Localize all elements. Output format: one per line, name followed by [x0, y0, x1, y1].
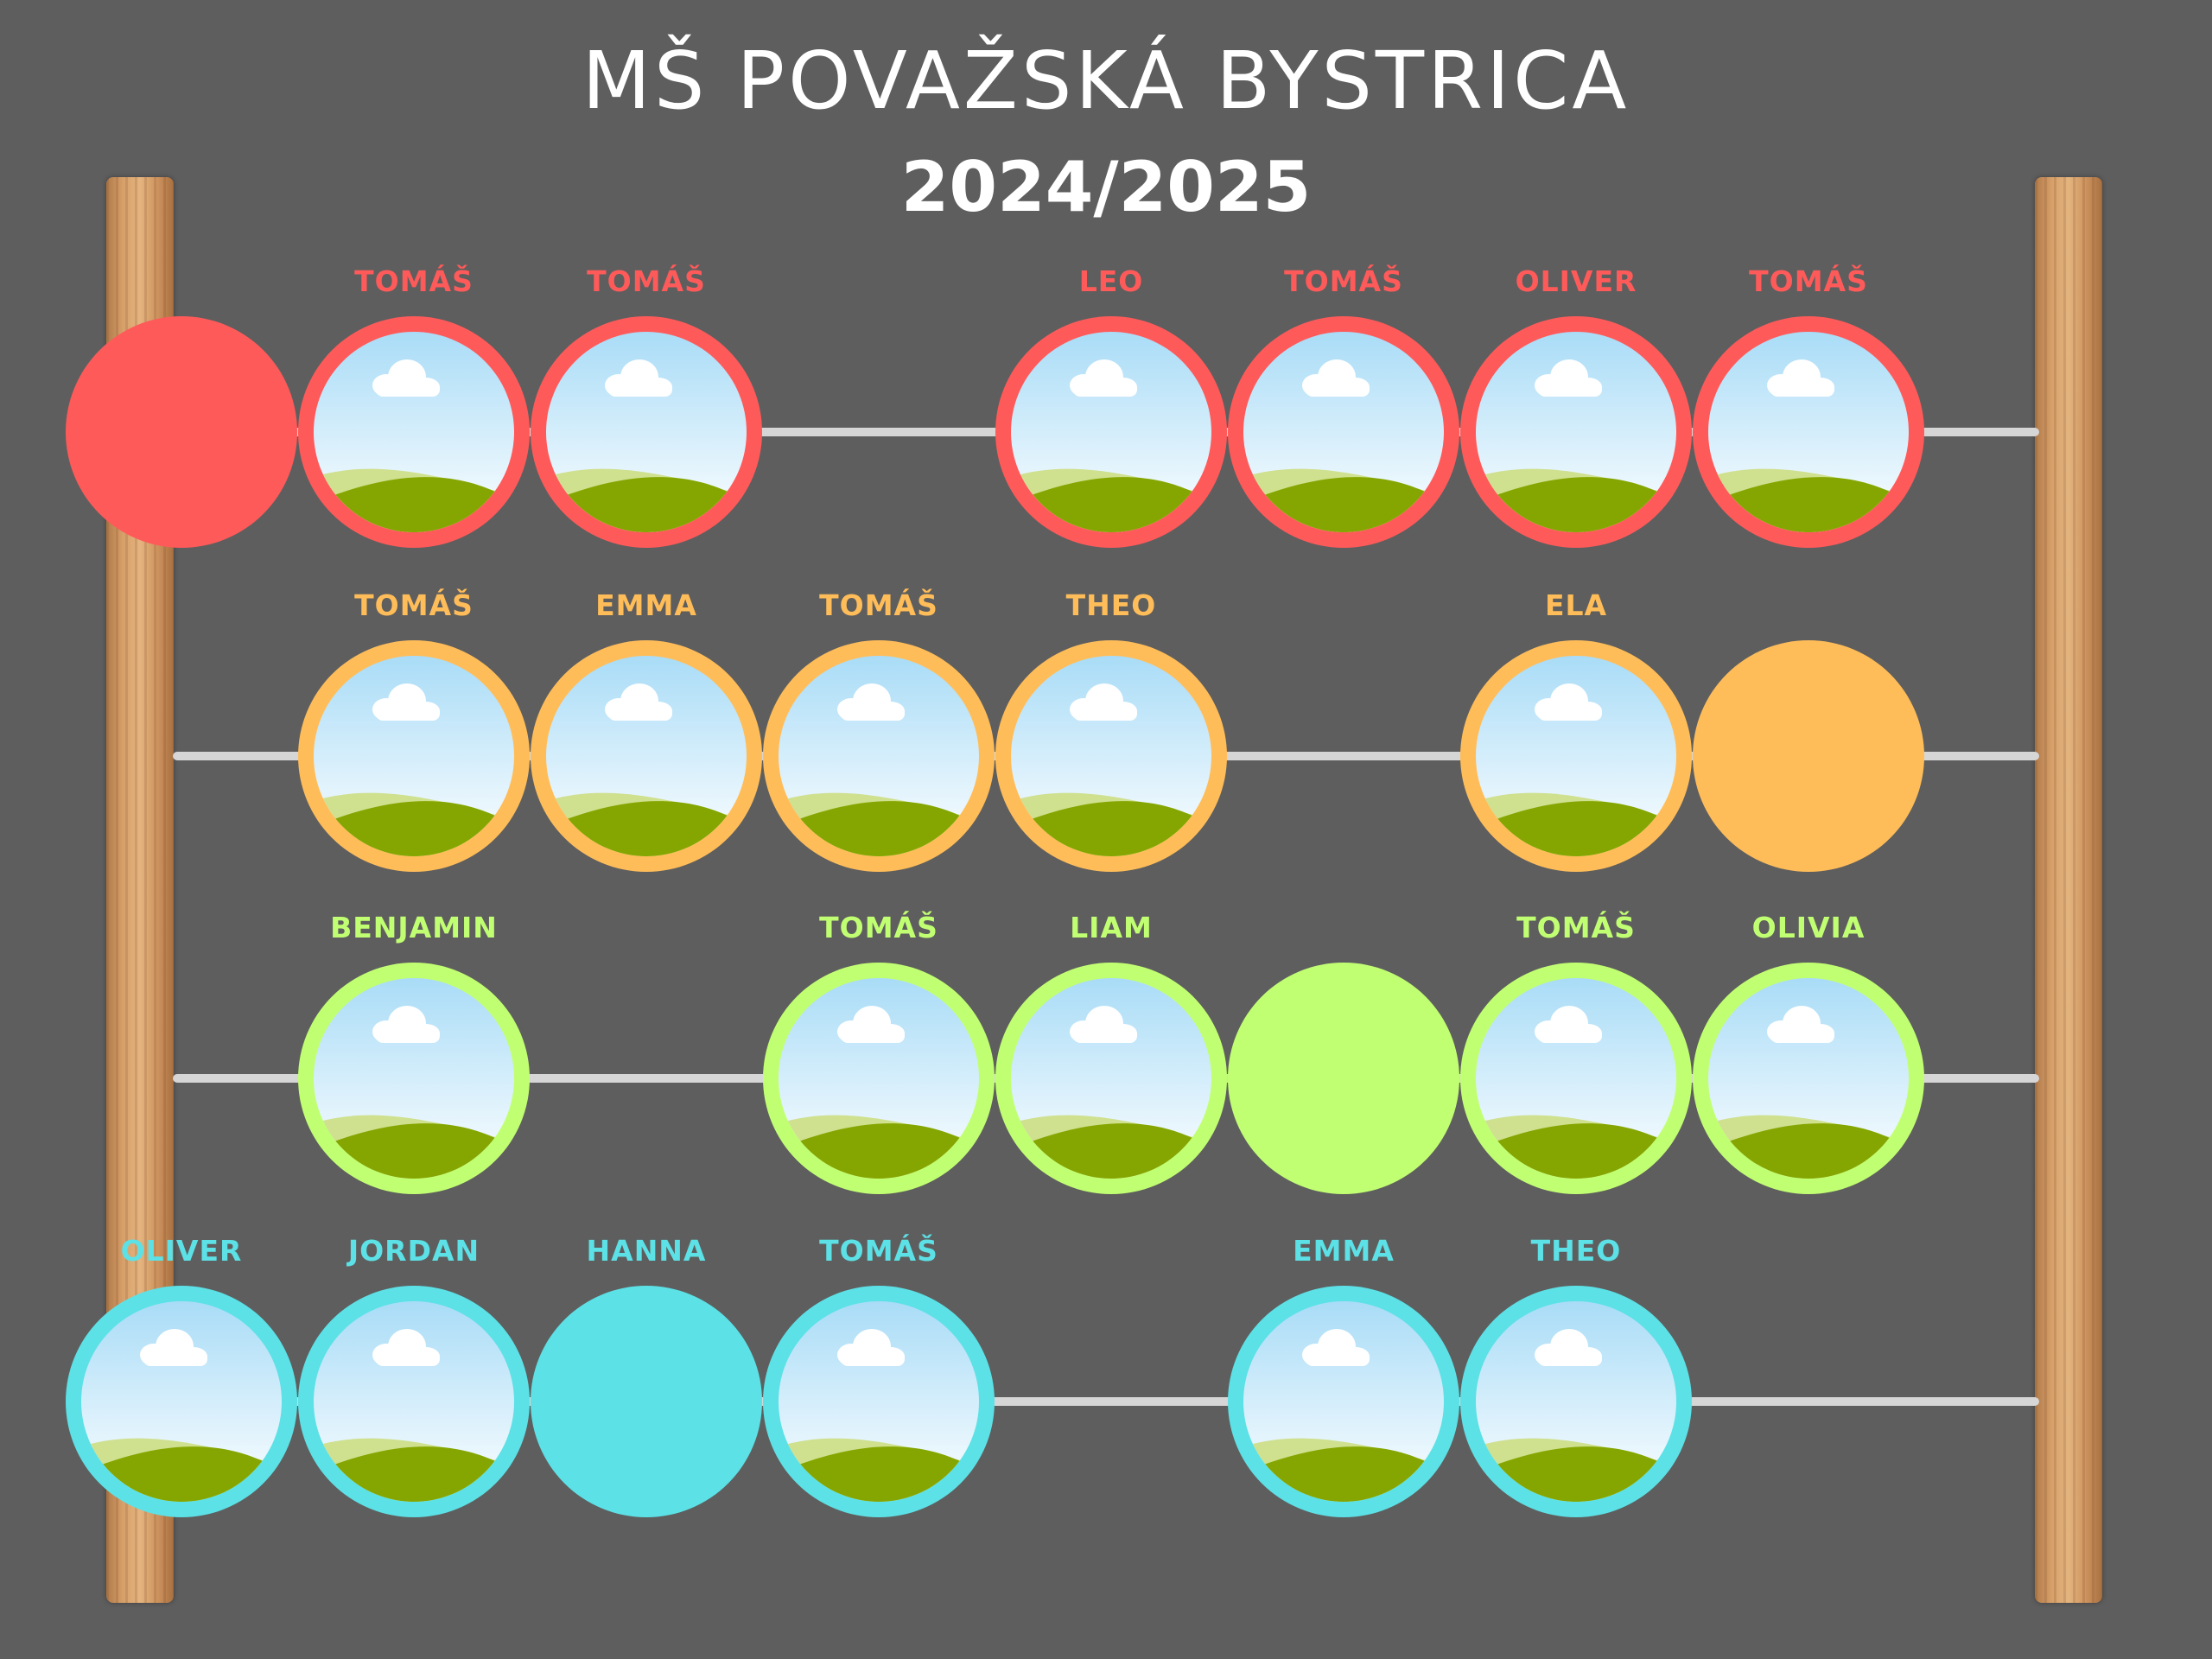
bead-photo [546, 332, 747, 532]
child-bead: TOMÁŠ [531, 264, 762, 548]
bead-photo [1011, 978, 1211, 1179]
landscape-photo-icon [81, 1301, 282, 1502]
landscape-photo-icon [546, 332, 747, 532]
right-wooden-post [2035, 177, 2102, 1603]
landscape-photo-icon [546, 656, 747, 856]
bead-name-label: JORDAN [347, 1234, 480, 1268]
child-bead: TOMÁŠ [763, 1234, 995, 1517]
bead-name-label: OLIVER [120, 1234, 243, 1268]
empty-bead: HANNA [531, 1234, 762, 1517]
bead-name-label: TOMÁŠ [819, 911, 938, 944]
bead-photo [314, 978, 514, 1179]
landscape-photo-icon [314, 656, 514, 856]
child-bead: TOMÁŠ [298, 588, 530, 872]
landscape-photo-icon [1243, 332, 1444, 532]
child-bead: THEO [995, 588, 1227, 872]
landscape-photo-icon [1011, 978, 1211, 1179]
child-bead: TOMÁŠ [763, 911, 995, 1194]
child-bead: TOMÁŠ [1693, 264, 1924, 548]
bead-name-label: EMMA [1293, 1234, 1395, 1268]
landscape-photo-icon [1243, 1301, 1444, 1502]
bead-name-label: THEO [1065, 588, 1157, 622]
bead-photo [81, 1301, 282, 1502]
child-bead: BENJAMIN [298, 911, 530, 1194]
landscape-photo-icon [779, 1301, 979, 1502]
child-bead: OLIVER [66, 1234, 297, 1517]
landscape-photo-icon [779, 978, 979, 1179]
bead-photo [1243, 332, 1444, 532]
landscape-photo-icon [1011, 656, 1211, 856]
bead-photo [1476, 978, 1676, 1179]
child-bead: TOMÁŠ [1228, 264, 1459, 548]
child-bead: TOMÁŠ [1460, 911, 1692, 1194]
landscape-photo-icon [1011, 332, 1211, 532]
child-bead: OLIVER [1460, 264, 1692, 548]
bead-photo [1708, 332, 1909, 532]
landscape-photo-icon [1476, 332, 1676, 532]
child-bead: TOMÁŠ [763, 588, 995, 872]
bead-photo [314, 332, 514, 532]
abacus-rail [173, 1397, 2039, 1406]
bead-name-label: TOMÁŠ [1284, 264, 1403, 298]
bead-name-label: TOMÁŠ [354, 264, 474, 298]
bead-name-label: OLIVIA [1751, 911, 1866, 944]
landscape-photo-icon [1708, 978, 1909, 1179]
bead-photo [1011, 332, 1211, 532]
bead-name-label: TOMÁŠ [354, 588, 474, 622]
bead-name-label: LIAM [1070, 911, 1153, 944]
landscape-photo-icon [314, 1301, 514, 1502]
child-bead: TOMÁŠ [298, 264, 530, 548]
bead-name-label: TOMÁŠ [1516, 911, 1636, 944]
bead-photo [1476, 656, 1676, 856]
empty-bead [1693, 640, 1924, 872]
landscape-photo-icon [1476, 1301, 1676, 1502]
child-bead: THEO [1460, 1234, 1692, 1517]
bead-name-label: TOMÁŠ [587, 264, 706, 298]
bead-photo [314, 656, 514, 856]
child-bead: EMMA [1228, 1234, 1459, 1517]
bead-photo [779, 978, 979, 1179]
child-bead: OLIVIA [1693, 911, 1924, 1194]
bead-name-label: BENJAMIN [330, 911, 498, 944]
child-bead: JORDAN [298, 1234, 530, 1517]
bead-name-label: THEO [1530, 1234, 1622, 1268]
bead-photo [314, 1301, 514, 1502]
landscape-photo-icon [1476, 656, 1676, 856]
bead-name-label: EMMA [595, 588, 697, 622]
bead-name-label: ELA [1544, 588, 1608, 622]
bead-photo [1243, 1301, 1444, 1502]
bead-name-label: TOMÁŠ [819, 588, 938, 622]
bead-name-label: LEO [1078, 264, 1144, 298]
bead-photo [779, 656, 979, 856]
bead-name-label: TOMÁŠ [819, 1234, 938, 1268]
bead-photo [1011, 656, 1211, 856]
landscape-photo-icon [779, 656, 979, 856]
bead-photo [1476, 332, 1676, 532]
bead-photo [779, 1301, 979, 1502]
child-bead: LEO [995, 264, 1227, 548]
bead-photo [546, 656, 747, 856]
bead-photo [1476, 1301, 1676, 1502]
landscape-photo-icon [314, 978, 514, 1179]
child-bead: LIAM [995, 911, 1227, 1194]
empty-bead [1228, 963, 1459, 1194]
bead-photo [1708, 978, 1909, 1179]
bead-name-label: TOMÁŠ [1749, 264, 1868, 298]
landscape-photo-icon [1476, 978, 1676, 1179]
child-bead: ELA [1460, 588, 1692, 872]
landscape-photo-icon [314, 332, 514, 532]
bead-name-label: OLIVER [1515, 264, 1637, 298]
empty-bead [66, 316, 297, 548]
child-bead: EMMA [531, 588, 762, 872]
landscape-photo-icon [1708, 332, 1909, 532]
school-year: 2024/2025 [900, 147, 1312, 227]
bead-name-label: HANNA [586, 1234, 707, 1268]
page-title: MŠ POVAŽSKÁ BYSTRICA [582, 35, 1630, 127]
